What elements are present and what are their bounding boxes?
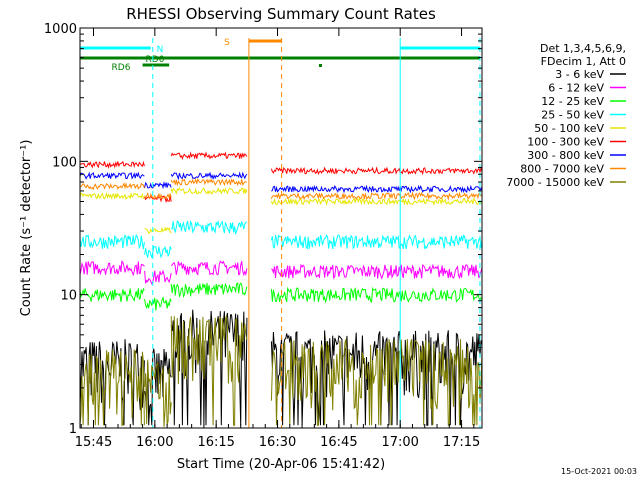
series-2-line-3 [270,286,483,304]
series-6-line-3 [271,184,483,194]
x-tick-label-3: 16:30 [259,435,296,450]
chart-title: RHESSI Observing Summary Count Rates [126,5,436,23]
series-2 [79,282,483,311]
series-2-line-0 [79,287,145,303]
legend-label-0: 3 - 6 keV [555,68,604,81]
series-5-line-3 [270,166,483,176]
y-tick-label-3: 1000 [44,22,77,37]
legend-header-0: Det 1,3,4,5,6,9, [540,42,626,55]
x-tick-label-4: 16:45 [320,435,357,450]
series-4-line-0 [79,191,145,200]
series-6-line-2 [170,171,248,181]
legend-label-1: 6 - 12 keV [548,82,604,95]
series-1-line-1 [144,269,172,285]
series-4-line-3 [270,196,483,207]
series-8-line-3 [270,338,483,426]
legend-label-2: 12 - 25 keV [541,95,604,108]
flag-label-3: S [224,38,230,48]
series-8-line-2 [170,314,248,426]
legend-label-6: 300 - 800 keV [527,149,604,162]
series-6 [79,171,483,194]
x-tick-label-1: 16:00 [136,435,173,450]
series-3-line-1 [144,245,172,259]
series-3-line-3 [270,233,483,250]
legend-label-5: 100 - 300 keV [527,136,604,149]
series-7-line-2 [170,177,248,187]
series-0-line-3 [270,330,483,426]
y-tick-label-1: 10 [60,289,77,304]
series-3-line-0 [79,233,145,250]
legend-label-3: 25 - 50 keV [541,109,604,122]
flag-label-2: RD6 [112,63,131,73]
series-1-line-2 [170,260,248,277]
ticks-layer: 15:45 16:00 16:15 16:30 16:45 17:00 17:15 1 10 10… [44,22,482,450]
series-2-line-1 [144,296,172,311]
x-tick-label-2: 16:15 [197,435,234,450]
legend-header-1: FDecim 1, Att 0 [541,55,626,68]
legend: Det 1,3,4,5,6,9,FDecim 1, Att 03 - 6 keV… [506,42,626,189]
x-tick-label-6: 17:15 [443,435,480,450]
y-axis-label: Count Rate (s⁻¹ detector⁻¹) [19,140,34,317]
series-3-line-2 [170,219,248,236]
series-4-line-1 [144,226,172,235]
series-0-line-1 [144,348,172,426]
series-5 [79,151,483,204]
series-7-line-1 [144,191,172,200]
x-tick-label-5: 17:00 [381,435,418,450]
series-6-line-0 [79,171,145,180]
series-6-line-1 [144,180,172,190]
flag-label-1: RD0 [146,55,165,65]
footer-date: 15-Oct-2021 00:03 [561,467,637,476]
series-4-line-2 [170,186,248,195]
series-8 [79,314,483,427]
series-7 [79,177,483,201]
x-tick-label-0: 15:45 [75,435,112,450]
series-4 [79,186,483,235]
plot-frame [79,27,483,429]
series-2-line-2 [170,282,248,299]
series-layer [79,151,483,427]
series-5-line-2 [170,151,248,160]
series-7-line-0 [79,182,145,191]
legend-label-8: 7000 - 15000 keV [506,176,604,189]
x-axis-label: Start Time (20-Apr-06 15:41:42) [177,457,385,472]
series-5-line-0 [79,160,145,170]
series-8-line-0 [79,349,145,426]
series-7-line-3 [270,191,483,201]
series-1-line-0 [79,260,145,277]
legend-label-4: 50 - 100 keV [534,122,604,135]
series-0-line-2 [170,309,248,426]
series-3 [79,219,483,259]
y-tick-label-0: 1 [69,422,77,437]
series-1 [79,260,483,285]
series-8-line-1 [144,359,172,427]
legend-label-7: 800 - 7000 keV [520,163,604,176]
rd6-flag-dot [318,64,322,67]
y-tick-label-2: 100 [52,155,77,170]
flag-label-0: N [157,45,164,55]
series-1-line-3 [271,263,483,280]
